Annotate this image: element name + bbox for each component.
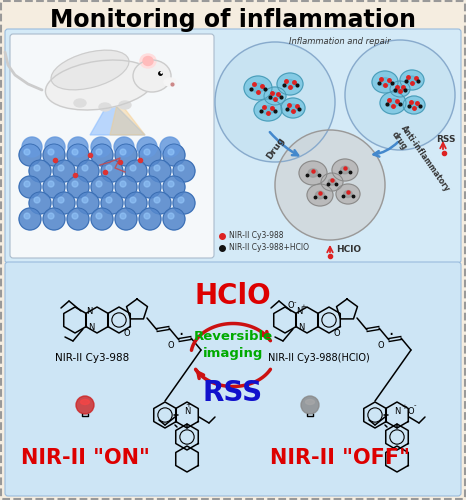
Circle shape <box>168 181 174 187</box>
Ellipse shape <box>321 173 343 191</box>
Ellipse shape <box>285 80 295 88</box>
Circle shape <box>139 208 161 230</box>
Ellipse shape <box>390 81 410 97</box>
Ellipse shape <box>143 56 153 66</box>
Text: RSS: RSS <box>436 136 455 144</box>
Ellipse shape <box>308 169 318 177</box>
Circle shape <box>24 213 30 219</box>
FancyBboxPatch shape <box>10 34 214 258</box>
Text: O: O <box>288 302 295 310</box>
Circle shape <box>24 149 30 155</box>
Circle shape <box>91 144 113 166</box>
Circle shape <box>76 396 94 414</box>
Text: ·: · <box>388 326 394 344</box>
Ellipse shape <box>140 54 156 68</box>
Text: HClO: HClO <box>336 246 361 254</box>
Text: O: O <box>334 330 340 338</box>
Circle shape <box>34 197 40 203</box>
Circle shape <box>34 165 40 171</box>
Circle shape <box>82 197 88 203</box>
Ellipse shape <box>51 50 129 90</box>
Text: NIR-II Cy3-988: NIR-II Cy3-988 <box>229 232 283 240</box>
Circle shape <box>149 192 171 214</box>
Circle shape <box>144 181 150 187</box>
Ellipse shape <box>253 83 264 93</box>
Ellipse shape <box>410 102 418 108</box>
Circle shape <box>275 130 385 240</box>
Circle shape <box>106 165 112 171</box>
Circle shape <box>29 160 51 182</box>
Circle shape <box>149 160 171 182</box>
Circle shape <box>53 192 75 214</box>
Circle shape <box>48 149 54 155</box>
Text: N: N <box>296 308 302 316</box>
Circle shape <box>139 144 161 166</box>
Text: NIR-II Cy3-988+HClO: NIR-II Cy3-988+HClO <box>229 244 309 252</box>
Circle shape <box>43 144 65 166</box>
Text: Drug: Drug <box>265 135 287 161</box>
Circle shape <box>125 192 147 214</box>
Circle shape <box>163 176 185 198</box>
Text: N: N <box>298 324 304 332</box>
Ellipse shape <box>332 159 358 181</box>
Circle shape <box>168 213 174 219</box>
Ellipse shape <box>344 190 352 198</box>
Text: +: + <box>300 304 306 310</box>
Circle shape <box>125 160 147 182</box>
Circle shape <box>301 396 319 414</box>
Text: NIR-II "OFF": NIR-II "OFF" <box>270 448 410 468</box>
Ellipse shape <box>288 104 298 112</box>
Ellipse shape <box>380 92 406 114</box>
Ellipse shape <box>133 60 171 92</box>
Circle shape <box>160 137 180 157</box>
Circle shape <box>120 149 126 155</box>
Circle shape <box>130 197 136 203</box>
Circle shape <box>96 149 102 155</box>
Circle shape <box>58 197 64 203</box>
Circle shape <box>139 176 161 198</box>
Text: O: O <box>123 330 130 338</box>
Circle shape <box>67 144 89 166</box>
Circle shape <box>91 176 113 198</box>
Circle shape <box>168 149 174 155</box>
Ellipse shape <box>277 73 303 95</box>
Ellipse shape <box>341 166 350 174</box>
Text: ·: · <box>178 326 184 344</box>
Ellipse shape <box>119 101 131 109</box>
Circle shape <box>19 176 41 198</box>
Ellipse shape <box>315 191 324 199</box>
Text: HClO: HClO <box>195 282 271 310</box>
Circle shape <box>72 149 78 155</box>
Text: N: N <box>394 408 400 416</box>
Circle shape <box>163 144 185 166</box>
Ellipse shape <box>264 87 286 105</box>
Circle shape <box>120 181 126 187</box>
Circle shape <box>101 160 123 182</box>
Ellipse shape <box>244 76 272 100</box>
Circle shape <box>215 42 335 162</box>
Circle shape <box>178 197 184 203</box>
Ellipse shape <box>380 78 390 86</box>
Circle shape <box>53 160 75 182</box>
Circle shape <box>163 208 185 230</box>
Circle shape <box>115 208 137 230</box>
Circle shape <box>101 192 123 214</box>
Ellipse shape <box>407 76 417 84</box>
Ellipse shape <box>388 98 398 108</box>
Text: NIR-II Cy3-988(HClO): NIR-II Cy3-988(HClO) <box>268 353 370 363</box>
Text: Monitoring of inflammation: Monitoring of inflammation <box>50 8 416 32</box>
Text: +: + <box>401 404 407 410</box>
Ellipse shape <box>307 184 333 206</box>
Circle shape <box>22 137 42 157</box>
Text: NIR-II "ON": NIR-II "ON" <box>21 448 150 468</box>
Ellipse shape <box>164 78 176 86</box>
Circle shape <box>154 197 160 203</box>
Circle shape <box>24 181 30 187</box>
Ellipse shape <box>262 106 274 114</box>
Text: RSS: RSS <box>203 379 263 407</box>
Circle shape <box>58 165 64 171</box>
Text: Anti-inflammatory
drug: Anti-inflammatory drug <box>390 124 451 200</box>
Circle shape <box>43 208 65 230</box>
Ellipse shape <box>396 86 404 92</box>
